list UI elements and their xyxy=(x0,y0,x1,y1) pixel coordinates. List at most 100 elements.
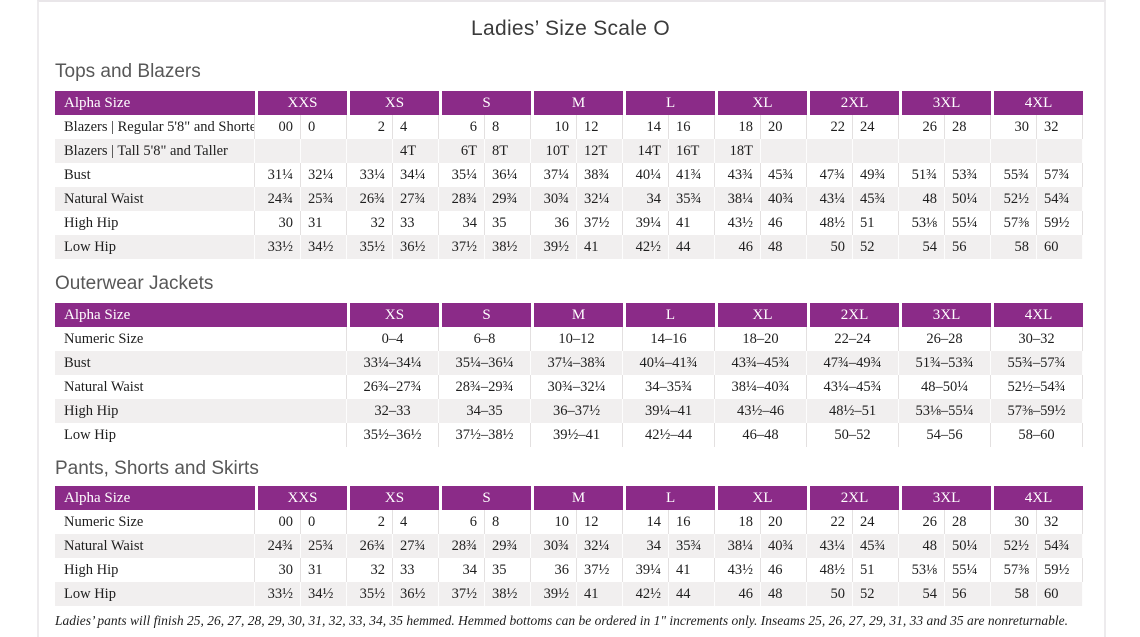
size-value-cell: 43¾–45¾ xyxy=(715,351,807,375)
size-value-cell: 20 xyxy=(761,115,808,139)
size-value-cell: 10T xyxy=(531,139,578,163)
size-value-cell: 46 xyxy=(761,558,808,582)
size-value-cell: 33 xyxy=(393,211,440,235)
table-row: Bust 31¼ 32¼ 33¼ 34¼ 35¼ 36¼ 37¼ 38¾ 40¼ 41¾ 43¾ 45¾… xyxy=(55,163,1084,187)
size-column-header-3xl: 3XL xyxy=(899,303,991,327)
size-column-header-xl: XL xyxy=(715,91,808,115)
size-value-cell: 54 xyxy=(899,582,946,606)
table-row: Blazers | Regular 5'8" and Shorter 00 0 2 4 6… xyxy=(55,115,1084,139)
size-value-cell: 37¼–38¾ xyxy=(531,351,623,375)
size-value-cell xyxy=(991,139,1038,163)
size-value-cell: 41¾ xyxy=(669,163,716,187)
size-value-cell: 10 xyxy=(531,115,578,139)
size-value-cell: 39½ xyxy=(531,235,578,259)
size-value-cell: 24 xyxy=(853,510,900,534)
size-value-cell: 53⅛ xyxy=(899,211,946,235)
size-value-cell: 12 xyxy=(577,115,624,139)
size-value-cell: 55¾–57¾ xyxy=(991,351,1083,375)
document-page: Ladies’ Size Scale O Tops and Blazers Al… xyxy=(37,0,1106,637)
size-value-cell: 22–24 xyxy=(807,327,899,351)
size-column-header-s: S xyxy=(439,486,532,510)
size-value-cell: 10–12 xyxy=(531,327,623,351)
alpha-size-header: Alpha Size xyxy=(55,486,255,510)
size-value-cell: 34 xyxy=(623,534,670,558)
size-column-header-4xl: 4XL xyxy=(991,303,1083,327)
size-value-cell: 35½ xyxy=(347,235,394,259)
size-value-cell: 51¾–53¾ xyxy=(899,351,991,375)
size-value-cell: 14 xyxy=(623,115,670,139)
table-row: High Hip 30 31 32 33 34 35 36 37½ 39¼ 41 43½ 46 48½ 51… xyxy=(55,558,1084,582)
header-row: Alpha Size XXS XS S M L XL 2XL 3XL 4XL xyxy=(55,486,1084,510)
size-value-cell: 52½ xyxy=(991,534,1038,558)
row-label: High Hip xyxy=(55,399,347,423)
size-value-cell: 30 xyxy=(991,510,1038,534)
size-value-cell: 36¼ xyxy=(485,163,532,187)
size-value-cell: 34 xyxy=(623,187,670,211)
size-column-header-s: S xyxy=(439,91,532,115)
size-value-cell: 40¾ xyxy=(761,534,808,558)
size-table-pants-shorts-skirts: Alpha Size XXS XS S M L XL 2XL 3XL 4XL Numeric Siz… xyxy=(55,486,1084,606)
size-value-cell: 24¾ xyxy=(255,187,301,211)
size-value-cell: 48 xyxy=(761,235,808,259)
size-value-cell: 36 xyxy=(531,558,578,582)
size-value-cell: 52 xyxy=(853,235,900,259)
size-value-cell: 41 xyxy=(577,582,624,606)
size-column-header-2xl: 2XL xyxy=(807,303,899,327)
size-value-cell: 42½ xyxy=(623,235,670,259)
size-value-cell: 54–56 xyxy=(899,423,991,447)
size-value-cell: 26 xyxy=(899,510,946,534)
size-value-cell: 26 xyxy=(899,115,946,139)
size-value-cell: 30 xyxy=(255,211,301,235)
size-value-cell: 6 xyxy=(439,115,486,139)
size-value-cell: 46 xyxy=(761,211,808,235)
size-value-cell: 36 xyxy=(531,211,578,235)
size-value-cell: 20 xyxy=(761,510,808,534)
size-value-cell: 37½ xyxy=(439,235,486,259)
size-column-header-xl: XL xyxy=(715,486,808,510)
size-value-cell xyxy=(255,139,301,163)
size-column-header-l: L xyxy=(623,303,715,327)
size-value-cell: 34 xyxy=(439,211,486,235)
size-value-cell: 24¾ xyxy=(255,534,301,558)
size-value-cell: 12T xyxy=(577,139,624,163)
size-value-cell: 16 xyxy=(669,115,716,139)
size-value-cell: 29¾ xyxy=(485,534,532,558)
size-value-cell: 58–60 xyxy=(991,423,1083,447)
size-value-cell: 36½ xyxy=(393,235,440,259)
size-value-cell: 37½–38½ xyxy=(439,423,531,447)
table-row: Numeric Size 00 0 2 4 6 8 10 12 14 16 18 20 22 24 26 28 3… xyxy=(55,510,1084,534)
size-value-cell: 26¾ xyxy=(347,534,394,558)
size-value-cell: 18–20 xyxy=(715,327,807,351)
row-label: Natural Waist xyxy=(55,375,347,399)
size-column-header-4xl: 4XL xyxy=(991,486,1084,510)
size-value-cell: 2 xyxy=(347,510,394,534)
size-value-cell: 45¾ xyxy=(853,534,900,558)
size-value-cell: 28¾ xyxy=(439,534,486,558)
size-value-cell: 51 xyxy=(853,211,900,235)
size-value-cell: 39¼ xyxy=(623,211,670,235)
size-value-cell: 42½ xyxy=(623,582,670,606)
size-value-cell: 0 xyxy=(301,510,348,534)
size-value-cell: 8 xyxy=(485,115,532,139)
size-value-cell: 26¾ xyxy=(347,187,394,211)
size-value-cell: 46 xyxy=(715,235,762,259)
row-label: Numeric Size xyxy=(55,327,347,351)
size-value-cell: 45¾ xyxy=(761,163,808,187)
size-value-cell: 59½ xyxy=(1037,211,1084,235)
size-value-cell: 38½ xyxy=(485,582,532,606)
section-pants-shorts-skirts: Pants, Shorts and Skirts Alpha Size XXS XS… xyxy=(55,456,1086,606)
size-value-cell: 44 xyxy=(669,235,716,259)
size-value-cell: 48½ xyxy=(807,211,854,235)
size-value-cell: 43½ xyxy=(715,558,762,582)
size-value-cell: 00 xyxy=(255,115,301,139)
size-value-cell: 57⅜–59½ xyxy=(991,399,1083,423)
size-value-cell: 51¾ xyxy=(899,163,946,187)
size-value-cell: 47¾ xyxy=(807,163,854,187)
table-row: Natural Waist 24¾ 25¾ 26¾ 27¾ 28¾ 29¾ 30¾ 32¼ 34 3… xyxy=(55,534,1084,558)
alpha-size-header: Alpha Size xyxy=(55,91,255,115)
size-column-header-3xl: 3XL xyxy=(899,91,992,115)
size-value-cell: 0–4 xyxy=(347,327,439,351)
size-value-cell: 16 xyxy=(669,510,716,534)
size-value-cell: 59½ xyxy=(1037,558,1084,582)
size-value-cell: 16T xyxy=(669,139,716,163)
